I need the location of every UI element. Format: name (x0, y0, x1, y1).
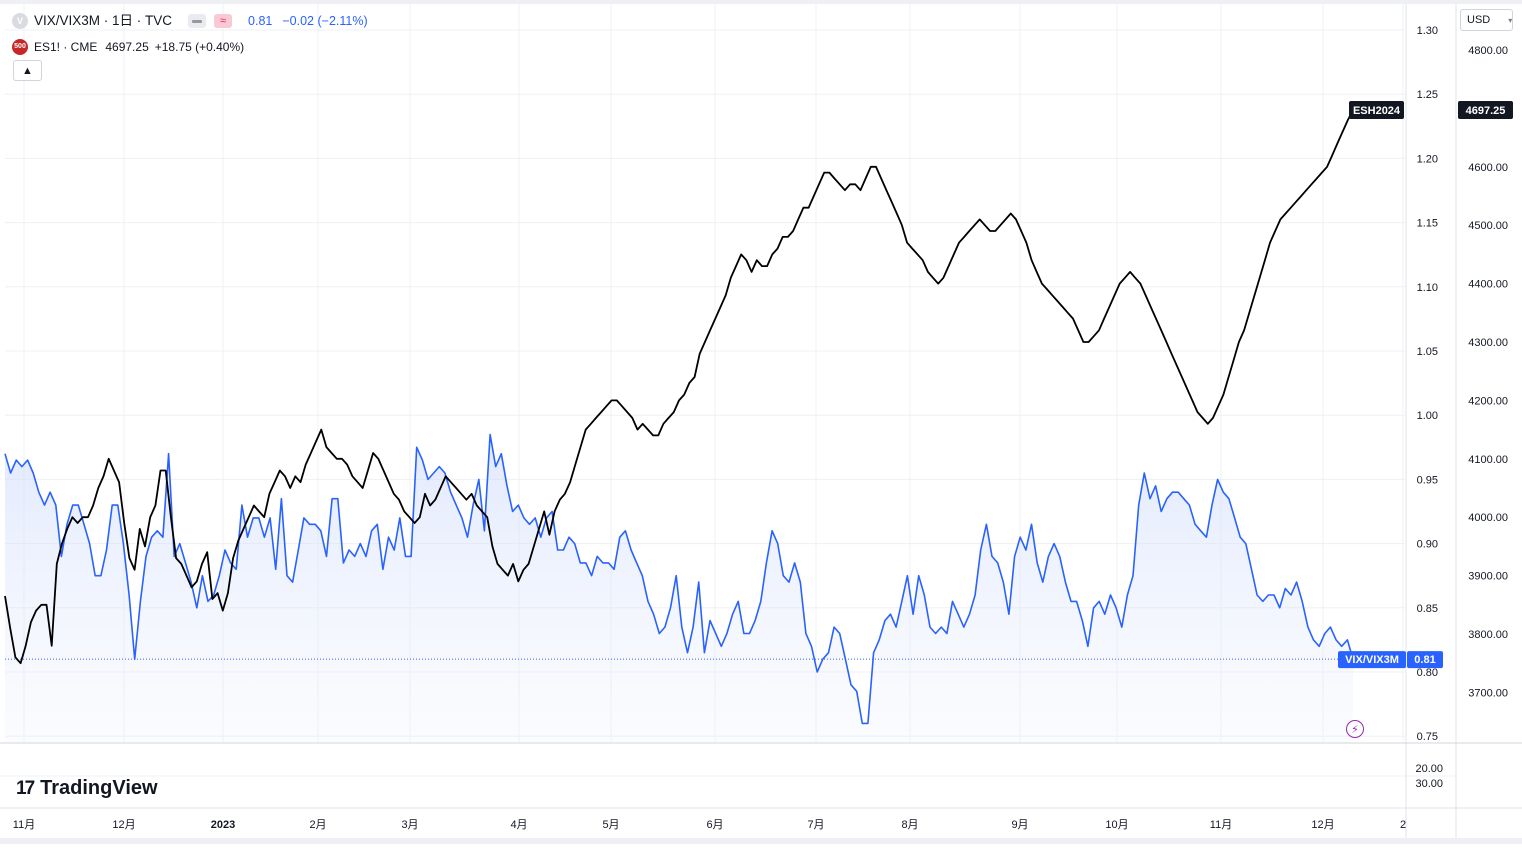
time-axis-tick-label: 12月 (112, 819, 135, 831)
approx-icon[interactable]: ≈ (214, 14, 233, 28)
subpane-tick-label: 30.00 (1415, 778, 1443, 790)
right-axis-tick-label: 4500.00 (1468, 220, 1508, 232)
vix-series-label: VIX/VIX3M (1345, 654, 1399, 666)
left-axis-tick-label: 0.90 (1417, 539, 1438, 551)
tradingview-logo-icon: 17 (16, 777, 35, 799)
compare-change: +18.75 (+0.40%) (154, 40, 245, 54)
chart-legend: V VIX/VIX3M · 1日 · TVC ≈ 0.81 −0.02 (−2.… (12, 11, 368, 57)
time-axis-tick-label: 2023 (211, 819, 235, 831)
time-axis-tick-label: 2月 (309, 819, 326, 831)
time-axis-tick-label: 9月 (1011, 819, 1028, 831)
bottom-frame (0, 838, 1522, 844)
legend-row-compare[interactable]: 500 ES1! · CME 4697.25 +18.75 (+0.40%) (12, 37, 368, 57)
time-axis-tick-label: 3月 (401, 819, 418, 831)
left-axis-tick-label: 1.00 (1417, 410, 1438, 422)
es-series-label: ESH2024 (1353, 105, 1401, 117)
compare-value: 4697.25 (105, 40, 149, 54)
vix-series-line[interactable] (4, 433, 1354, 725)
right-axis-tick-label: 4400.00 (1468, 279, 1508, 291)
time-axis-tick-label: 4月 (510, 819, 527, 831)
vix-symbol-icon: V (12, 13, 28, 29)
right-axis-tick-label: 4600.00 (1468, 162, 1508, 174)
time-axis-tick-label: 7月 (807, 819, 824, 831)
left-axis-tick-label: 0.80 (1417, 667, 1438, 679)
vix-series-label-bg (1338, 651, 1406, 669)
left-axis-tick-label: 1.15 (1417, 218, 1438, 230)
main-value: 0.81 (248, 14, 273, 28)
right-axis-tick-label: 4000.00 (1468, 512, 1508, 524)
top-frame (0, 0, 1522, 4)
chevron-down-icon: ▾ (1508, 15, 1513, 25)
vix-area-fill (5, 434, 1353, 742)
es-series-line[interactable] (4, 109, 1354, 665)
es-series-label-bg (1349, 101, 1404, 120)
time-axis-tick-label: 11月 (13, 819, 35, 831)
vix-last-value-bg (1407, 651, 1443, 669)
collapse-legend-button[interactable]: ▲ (13, 60, 42, 81)
time-axis-tick-label: 6月 (706, 819, 723, 831)
chevron-up-icon: ▲ (22, 64, 33, 77)
right-axis-tick-label: 3900.00 (1468, 571, 1508, 583)
minus-icon (192, 19, 203, 23)
right-axis-tick-label: 3700.00 (1468, 687, 1508, 699)
time-axis-tick-label: 2 (1400, 819, 1406, 831)
time-axis-tick-label: 12月 (1311, 819, 1334, 831)
right-axis-tick-label: 4200.00 (1468, 395, 1508, 407)
left-axis-tick-label: 0.85 (1417, 603, 1438, 615)
compare-symbol-label[interactable]: ES1! · CME (34, 40, 98, 54)
lightning-icon[interactable]: ⚡ (1346, 720, 1364, 738)
tradingview-logo-text: TradingView (40, 777, 158, 799)
currency-label: USD (1467, 14, 1491, 26)
time-axis-tick-label: 5月 (602, 819, 619, 831)
hide-series-button[interactable] (188, 14, 207, 28)
left-axis-tick-label: 1.10 (1417, 282, 1438, 294)
main-change: −0.02 (−2.11%) (282, 14, 368, 28)
currency-button[interactable]: USD ▾ (1460, 9, 1513, 31)
es-last-value-bg (1458, 101, 1513, 120)
left-axis-tick-label: 0.75 (1417, 731, 1438, 743)
time-axis-tick-label: 10月 (1105, 819, 1128, 831)
left-axis-tick-label: 1.20 (1417, 153, 1438, 165)
right-axis-tick-label: 4800.00 (1468, 45, 1508, 57)
subpane-tick-label: 20.00 (1415, 763, 1443, 775)
main-symbol-label[interactable]: VIX/VIX3M · 1日 · TVC (34, 13, 173, 28)
es-symbol-icon: 500 (12, 39, 28, 55)
right-axis-tick-label: 4100.00 (1468, 454, 1508, 466)
left-axis-tick-label: 1.05 (1417, 346, 1438, 358)
tradingview-logo[interactable]: 17 TradingView (16, 777, 158, 800)
time-axis-tick-label: 8月 (901, 819, 918, 831)
right-axis-tick-label: 3800.00 (1468, 629, 1508, 641)
es-last-value: 4697.25 (1466, 105, 1506, 117)
time-axis-tick-label: 11月 (1210, 819, 1232, 831)
legend-row-main[interactable]: V VIX/VIX3M · 1日 · TVC ≈ 0.81 −0.02 (−2.… (12, 11, 368, 31)
right-axis-tick-label: 4300.00 (1468, 337, 1508, 349)
left-axis-tick-label: 1.30 (1417, 25, 1438, 37)
left-axis-tick-label: 0.95 (1417, 474, 1438, 486)
left-axis-tick-label: 1.25 (1417, 89, 1438, 101)
vix-last-value: 0.81 (1414, 654, 1435, 666)
